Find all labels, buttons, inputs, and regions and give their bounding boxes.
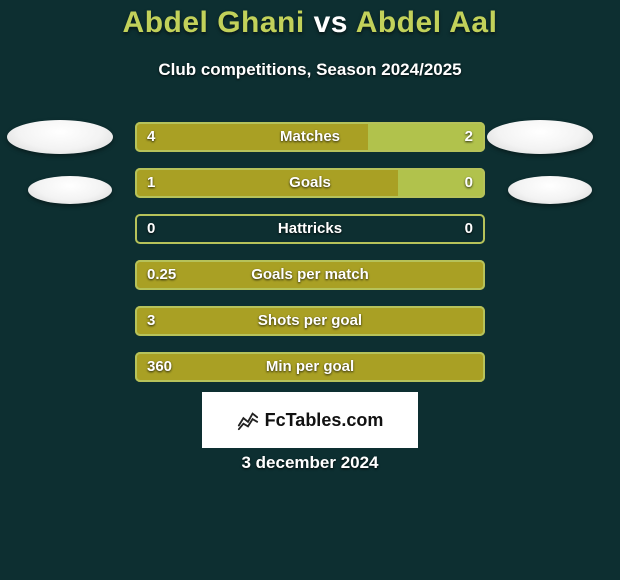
stat-row: 4Matches2 — [135, 122, 485, 152]
fctables-mark-icon — [237, 409, 259, 431]
stat-label: Goals per match — [135, 260, 485, 290]
stat-row: 0.25Goals per match — [135, 260, 485, 290]
title-player1: Abdel Ghani — [123, 6, 305, 39]
stat-row: 1Goals0 — [135, 168, 485, 198]
stat-value-right: 0 — [465, 168, 473, 198]
subtitle: Club competitions, Season 2024/2025 — [0, 60, 620, 80]
stat-label: Matches — [135, 122, 485, 152]
stat-label: Goals — [135, 168, 485, 198]
title-player2: Abdel Aal — [356, 6, 498, 39]
title-vs: vs — [314, 6, 348, 39]
stat-value-right: 0 — [465, 214, 473, 244]
stat-label: Hattricks — [135, 214, 485, 244]
fctables-logo: FcTables.com — [202, 392, 418, 448]
stat-label: Shots per goal — [135, 306, 485, 336]
stat-value-right: 2 — [465, 122, 473, 152]
stats-panel: 4Matches21Goals00Hattricks00.25Goals per… — [135, 122, 485, 398]
club-badge-placeholder — [7, 120, 113, 154]
club-badge-placeholder — [487, 120, 593, 154]
comparison-infographic: Abdel Ghani vs Abdel Aal Club competitio… — [0, 0, 620, 580]
club-badge-placeholder — [508, 176, 592, 204]
generated-date: 3 december 2024 — [0, 453, 620, 473]
stat-label: Min per goal — [135, 352, 485, 382]
stat-row: 0Hattricks0 — [135, 214, 485, 244]
stat-row: 3Shots per goal — [135, 306, 485, 336]
fctables-logo-text: FcTables.com — [265, 410, 384, 431]
club-badge-placeholder — [28, 176, 112, 204]
page-title: Abdel Ghani vs Abdel Aal — [0, 6, 620, 40]
stat-row: 360Min per goal — [135, 352, 485, 382]
